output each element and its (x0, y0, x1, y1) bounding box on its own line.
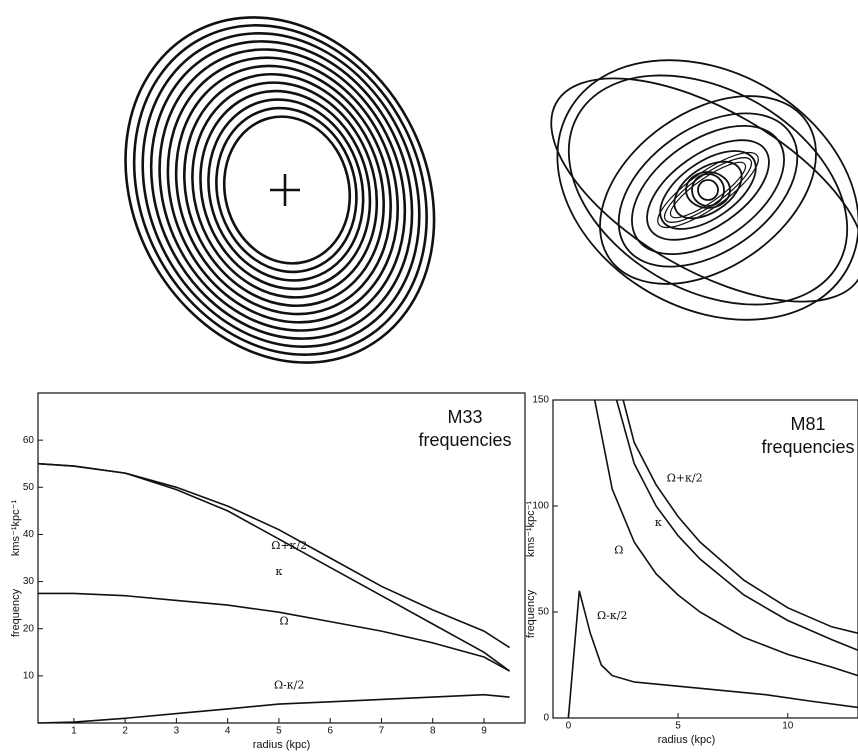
chart-subtitle: frequencies (761, 437, 854, 457)
orbit (657, 151, 759, 229)
x-axis-label: radius (kpc) (658, 734, 715, 746)
x-axis-label: radius (kpc) (253, 739, 310, 751)
orbit (669, 161, 747, 219)
chart-title: M33 (447, 407, 482, 427)
orbit (207, 98, 365, 282)
series-line (37, 693, 510, 724)
x-tick-label: 2 (122, 726, 128, 737)
series-line (567, 590, 858, 719)
orbit (697, 179, 719, 201)
charts: 1 2 3 4 5 6 7 8 9102030405060M33frequenciesradiu… (10, 392, 858, 751)
orbit (199, 89, 372, 291)
series-label: Ω (280, 615, 289, 628)
x-tick-label: 8 (430, 726, 436, 737)
orbit (599, 95, 817, 285)
series-line (37, 462, 511, 649)
orbit-diagram-m81 (550, 59, 858, 321)
y-axis-label: frequency (10, 588, 22, 637)
x-tick-label: 5 (675, 721, 681, 732)
y-tick-label: 10 (23, 670, 35, 681)
series-line (622, 399, 858, 634)
orbit (550, 77, 858, 303)
orbit (166, 56, 399, 324)
y-tick-label: 20 (23, 623, 35, 634)
orbit (673, 160, 743, 220)
orbit (631, 124, 785, 256)
orbit (124, 16, 436, 364)
series-label: κ (275, 565, 282, 578)
orbit (646, 139, 770, 241)
series-line (38, 592, 510, 672)
chart-subtitle: frequencies (418, 430, 511, 450)
orbit (158, 48, 407, 332)
y-axis-unit: kms⁻¹kpc⁻¹ (525, 501, 537, 558)
orbit (222, 115, 352, 265)
chart-title: M81 (790, 414, 825, 434)
series-label: Ω-κ/2 (597, 609, 627, 622)
y-axis-label: frequency (525, 589, 537, 638)
x-tick-label: 6 (327, 726, 333, 737)
orbit (659, 150, 757, 230)
orbit (617, 112, 799, 268)
x-tick-label: 5 (276, 726, 282, 737)
series-line (615, 399, 858, 651)
x-tick-label: 3 (174, 726, 180, 737)
x-tick-label: 9 (481, 726, 487, 737)
orbit (691, 173, 725, 207)
series-label: Ω+κ/2 (271, 539, 307, 552)
y-tick-label: 30 (23, 576, 35, 587)
orbit (191, 81, 379, 299)
series-label: Ω-κ/2 (274, 678, 304, 691)
orbit (149, 40, 414, 340)
y-tick-label: 40 (23, 529, 35, 540)
orbit-diagram-m33 (124, 16, 436, 364)
series-line (37, 462, 511, 672)
orbit (174, 64, 392, 316)
series-line (593, 399, 858, 677)
x-tick-label: 4 (225, 726, 231, 737)
orbit (663, 157, 753, 223)
series-label: κ (655, 516, 662, 529)
series-label: Ω+κ/2 (667, 471, 703, 484)
y-tick-label: 150 (532, 395, 549, 406)
orbit (556, 59, 858, 321)
series-label: Ω (614, 544, 623, 557)
y-tick-label: 60 (23, 435, 35, 446)
orbit (132, 24, 428, 356)
y-tick-label: 0 (543, 713, 549, 724)
y-tick-label: 50 (538, 607, 550, 618)
x-tick-label: 0 (566, 721, 572, 732)
plot-frame (37, 392, 526, 724)
x-tick-label: 1 (71, 726, 77, 737)
orbit (567, 74, 849, 306)
plot-frame (552, 399, 858, 719)
x-tick-label: 7 (379, 726, 385, 737)
orbit (141, 32, 421, 348)
y-tick-label: 50 (23, 482, 35, 493)
y-tick-label: 100 (532, 501, 549, 512)
orbit (183, 72, 385, 308)
orbit (215, 106, 358, 274)
y-axis-unit: kms⁻¹kpc⁻¹ (10, 500, 22, 557)
x-tick-label: 10 (782, 721, 794, 732)
